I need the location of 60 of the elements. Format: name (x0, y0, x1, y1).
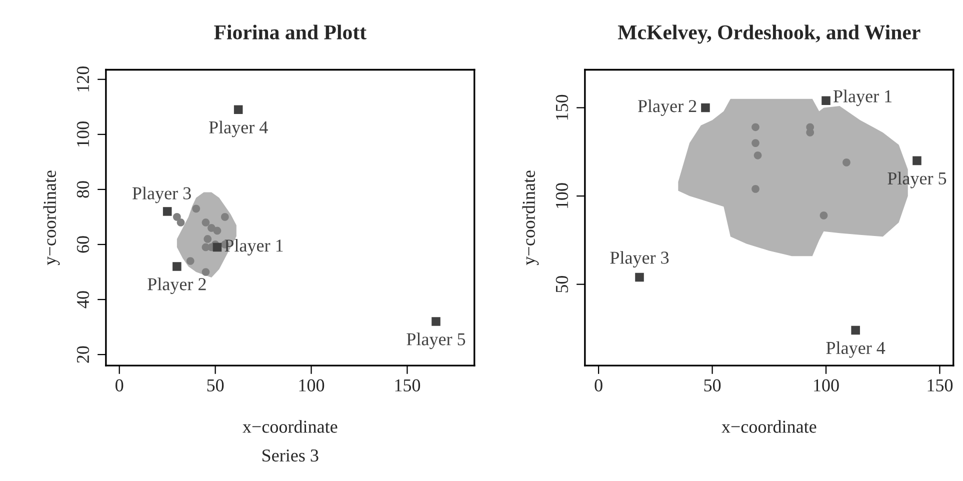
annotation: Player 2 (148, 278, 206, 294)
annotation: Player 4 (826, 341, 886, 358)
point (192, 204, 200, 213)
point (851, 326, 860, 335)
point (752, 123, 760, 132)
x-tick-label: 150 (395, 379, 420, 392)
x-axis-title: x−coordinate (722, 420, 816, 433)
point (202, 268, 210, 276)
point (213, 226, 222, 235)
annotation: Player 1 (833, 90, 892, 106)
y-tick-label: 120 (76, 66, 90, 92)
point (806, 128, 814, 136)
y-tick-label: 150 (556, 94, 568, 120)
y-axis-title: y−coordinate (43, 170, 60, 266)
point (234, 105, 243, 114)
x-tick-label: 0 (116, 379, 124, 392)
point (820, 212, 828, 220)
text: Series 3 (262, 449, 318, 462)
x-axis-title: x−coordinate (242, 420, 338, 433)
point (212, 242, 222, 252)
point (842, 158, 850, 166)
y-axis-title: y−coordinate (522, 170, 539, 266)
chart-title: McKelvey, Ordeshook, and Winer (618, 24, 920, 44)
point (202, 218, 210, 226)
annotation: Player 5 (888, 172, 946, 188)
point (432, 317, 440, 326)
x-tick-label: 150 (928, 379, 953, 392)
y-tick-label: 100 (76, 122, 90, 146)
point (635, 272, 644, 282)
point (186, 257, 194, 265)
annotation: Player 3 (132, 186, 191, 204)
annotation: Player 2 (638, 100, 696, 116)
x-tick-label: 100 (814, 379, 839, 392)
point (912, 156, 922, 166)
annotation: Player 3 (610, 251, 669, 268)
annotation: Player 1 (224, 239, 283, 256)
point (220, 213, 229, 221)
y-tick-label: 20 (76, 346, 90, 363)
y-tick-label: 50 (556, 276, 568, 292)
point (752, 139, 760, 147)
y-tick-label: 60 (76, 236, 90, 253)
x-tick-label: 50 (207, 379, 224, 392)
point (176, 218, 185, 226)
point (204, 235, 212, 243)
x-tick-label: 100 (299, 379, 324, 392)
annotation: Player 5 (406, 332, 466, 350)
annotation: Player 4 (209, 120, 268, 138)
point (173, 213, 181, 221)
point (172, 262, 182, 271)
y-tick-label: 100 (556, 183, 568, 208)
point (754, 151, 762, 160)
y-tick-label: 40 (76, 291, 90, 308)
point (752, 185, 760, 193)
x-tick-label: 50 (704, 379, 721, 392)
chart-title: Fiorina and Plott (214, 24, 366, 40)
point (162, 207, 172, 216)
y-tick-label: 80 (76, 181, 90, 198)
point (822, 96, 830, 106)
point (701, 103, 710, 112)
x-tick-label: 0 (594, 379, 602, 392)
